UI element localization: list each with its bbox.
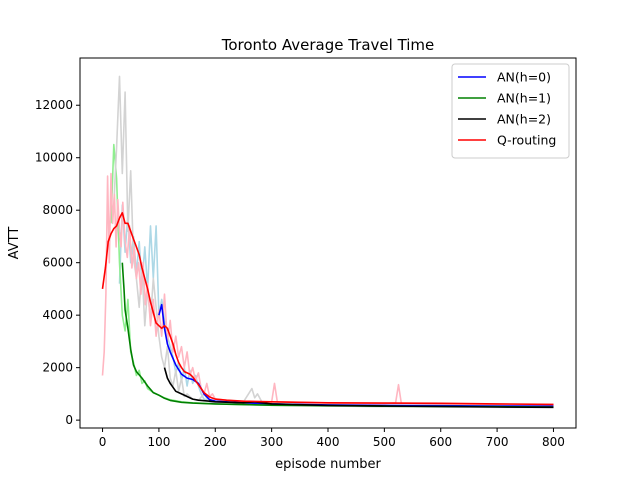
y-tick-label: 10000	[35, 151, 73, 165]
x-axis: 0 100 200 300 400 500 600 700 800	[99, 428, 565, 449]
legend-label: AN(h=0)	[497, 70, 551, 85]
y-tick-label: 6000	[42, 256, 73, 270]
series-raw-line-3	[101, 172, 554, 406]
x-tick-label: 200	[204, 435, 227, 449]
plot-area	[101, 75, 554, 409]
series-raw-line-2	[113, 75, 554, 409]
x-axis-label: episode number	[275, 457, 381, 472]
x-tick-label: 300	[260, 435, 283, 449]
legend-label: AN(h=2)	[497, 112, 551, 127]
legend-label: Q-routing	[497, 133, 556, 148]
y-tick-label: 2000	[42, 361, 73, 375]
x-tick-label: 400	[317, 435, 340, 449]
x-tick-label: 500	[373, 435, 396, 449]
chart-title: Toronto Average Travel Time	[221, 36, 435, 54]
x-tick-label: 0	[99, 435, 107, 449]
y-tick-label: 8000	[42, 203, 73, 217]
x-tick-label: 800	[542, 435, 565, 449]
y-axis: 0 2000 4000 6000 8000 10000 12000	[35, 98, 80, 427]
legend-label: AN(h=1)	[497, 91, 551, 106]
x-tick-label: 700	[486, 435, 509, 449]
series-line-2	[163, 367, 554, 409]
y-tick-label: 0	[65, 413, 73, 427]
y-tick-label: 12000	[35, 98, 73, 112]
legend: AN(h=0) AN(h=1) AN(h=2) Q-routing	[451, 63, 570, 159]
y-tick-label: 4000	[42, 308, 73, 322]
series-line-3	[101, 212, 554, 406]
x-tick-label: 600	[429, 435, 452, 449]
x-tick-label: 100	[147, 435, 170, 449]
y-axis-label: AVTT	[7, 227, 22, 260]
legend-box	[451, 63, 570, 159]
